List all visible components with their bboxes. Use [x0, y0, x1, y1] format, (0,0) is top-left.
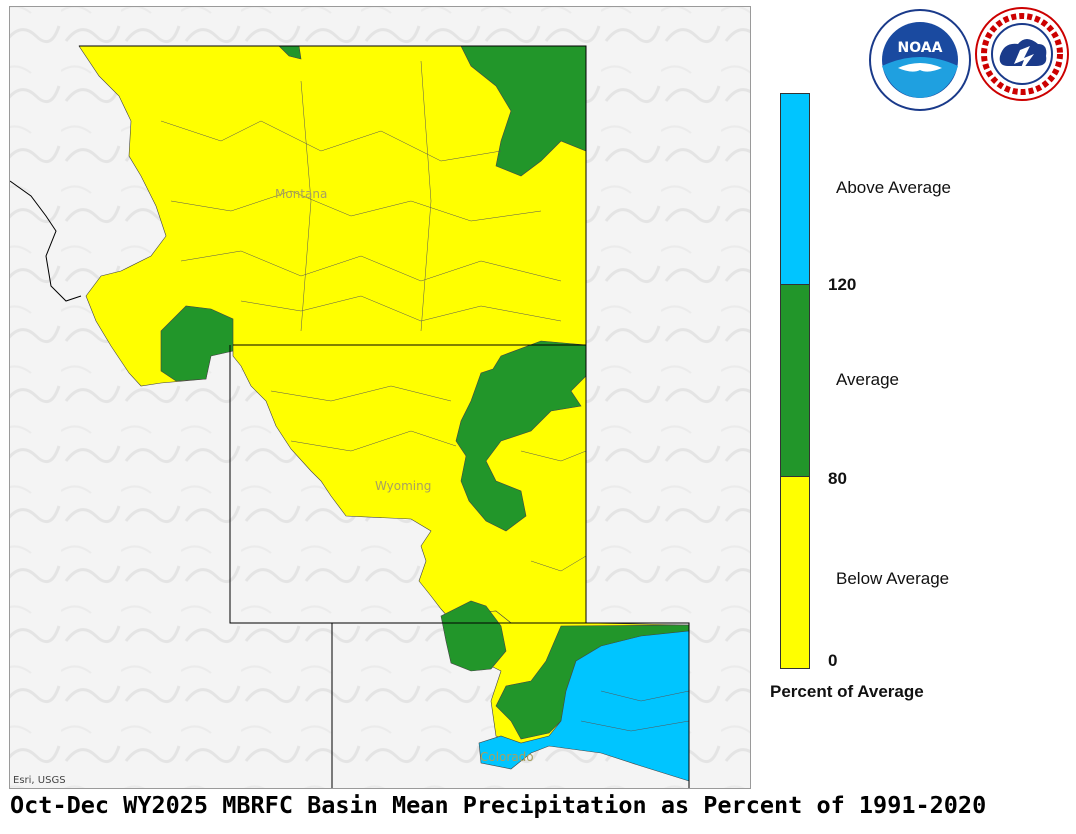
map-attribution: Esri, USGS	[13, 775, 66, 786]
state-label-wyoming: Wyoming	[375, 479, 432, 493]
legend-label-average: Average	[836, 370, 900, 389]
colorado-north-average[interactable]	[440, 600, 507, 672]
wyoming-east-average[interactable]	[455, 340, 587, 532]
montana-sw-average[interactable]	[160, 305, 234, 382]
legend-break-0: 0	[828, 651, 838, 670]
basin-boundaries	[160, 60, 690, 732]
noaa-logo: NOAA	[868, 8, 972, 112]
state-label-colorado: Colorado	[480, 750, 534, 764]
noaa-logo-text: NOAA	[898, 40, 943, 56]
page-title: Oct-Dec WY2025 MBRFC Basin Mean Precipit…	[10, 791, 987, 819]
legend-label-above-average: Above Average	[836, 178, 951, 197]
basin-map[interactable]	[10, 7, 750, 788]
state-label-montana: Montana	[275, 187, 328, 201]
legend-swatch-above-average	[780, 93, 810, 285]
legend-swatch-average	[780, 284, 810, 477]
map-panel[interactable]: Montana Wyoming Colorado Esri, USGS	[9, 6, 751, 789]
legend-label-below-average: Below Average	[836, 569, 950, 588]
legend-break-120: 120	[828, 275, 857, 294]
legend-swatch-below-average	[780, 476, 810, 669]
state-borders	[10, 45, 690, 788]
legend-break-80: 80	[828, 469, 847, 488]
legend-title: Percent of Average	[770, 682, 924, 701]
nws-logo	[974, 6, 1070, 102]
